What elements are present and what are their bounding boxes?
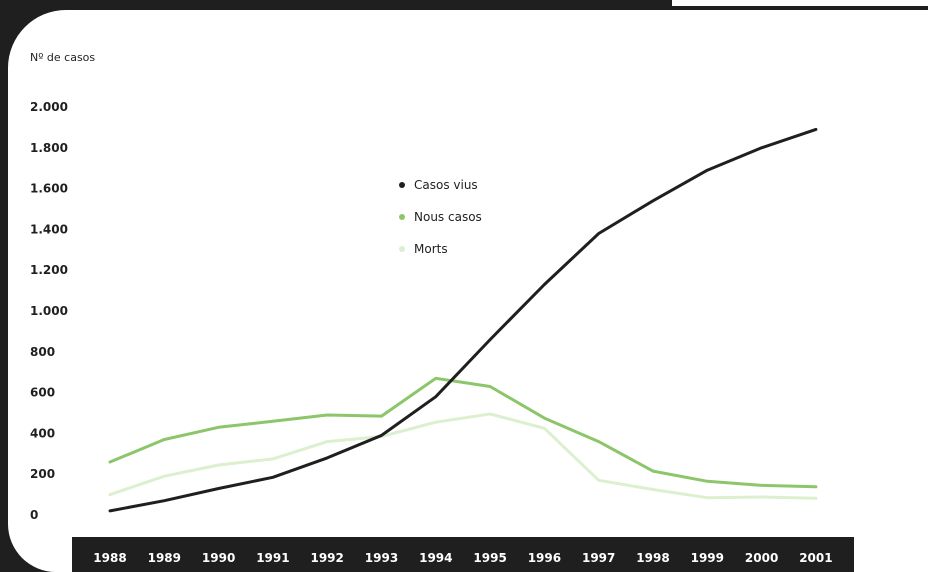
y-tick-label: 600 <box>30 386 55 400</box>
x-tick-label: 1999 <box>691 551 724 565</box>
x-tick-label: 1991 <box>256 551 289 565</box>
x-tick-label: 1997 <box>582 551 615 565</box>
legend-label: Morts <box>414 242 448 256</box>
y-tick-label: 400 <box>30 426 55 440</box>
series-lines <box>108 127 818 513</box>
x-axis-ticks: 1988 1989 1990 1991 1992 1993 1994 1995 1996 1997… <box>93 551 832 565</box>
x-tick-label: 2000 <box>745 551 778 565</box>
y-tick-label: 1.800 <box>30 141 68 155</box>
y-axis-label: Nº de casos <box>30 51 95 64</box>
x-tick-label: 1996 <box>528 551 561 565</box>
series-line-casos-vius <box>108 127 818 513</box>
legend-label: Casos vius <box>414 178 478 192</box>
chart-area: Nº de casos 0 200 400 600 800 1.000 1.200 1.400… <box>30 51 854 572</box>
x-tick-label: 1989 <box>148 551 181 565</box>
x-tick-label: 1990 <box>202 551 235 565</box>
x-tick-label: 1994 <box>419 551 452 565</box>
legend-marker <box>399 246 405 252</box>
y-tick-label: 1.200 <box>30 263 68 277</box>
legend-marker <box>399 214 405 220</box>
y-tick-label: 1.000 <box>30 304 68 318</box>
y-tick-label: 1.600 <box>30 182 68 196</box>
legend: Casos vius Nous casos Morts <box>399 178 482 256</box>
y-axis-ticks: 0 200 400 600 800 1.000 1.200 1.400 1.600 1.800 2.… <box>30 100 68 522</box>
x-tick-label: 2001 <box>799 551 832 565</box>
legend-marker <box>399 182 405 188</box>
x-tick-label: 1998 <box>636 551 669 565</box>
x-tick-label: 1988 <box>93 551 126 565</box>
x-tick-label: 1992 <box>310 551 343 565</box>
x-axis-bar <box>72 537 854 572</box>
chart-card: Nº de casos 0 200 400 600 800 1.000 1.200 1.400… <box>8 10 928 572</box>
y-tick-label: 0 <box>30 508 38 522</box>
series-line-nous-casos <box>108 376 818 489</box>
y-tick-label: 200 <box>30 467 55 481</box>
series-line-morts <box>108 412 818 500</box>
y-tick-label: 2.000 <box>30 100 68 114</box>
legend-label: Nous casos <box>414 210 482 224</box>
y-tick-label: 800 <box>30 345 55 359</box>
x-tick-label: 1995 <box>473 551 506 565</box>
x-tick-label: 1993 <box>365 551 398 565</box>
y-tick-label: 1.400 <box>30 222 68 236</box>
header-strip <box>672 0 928 6</box>
